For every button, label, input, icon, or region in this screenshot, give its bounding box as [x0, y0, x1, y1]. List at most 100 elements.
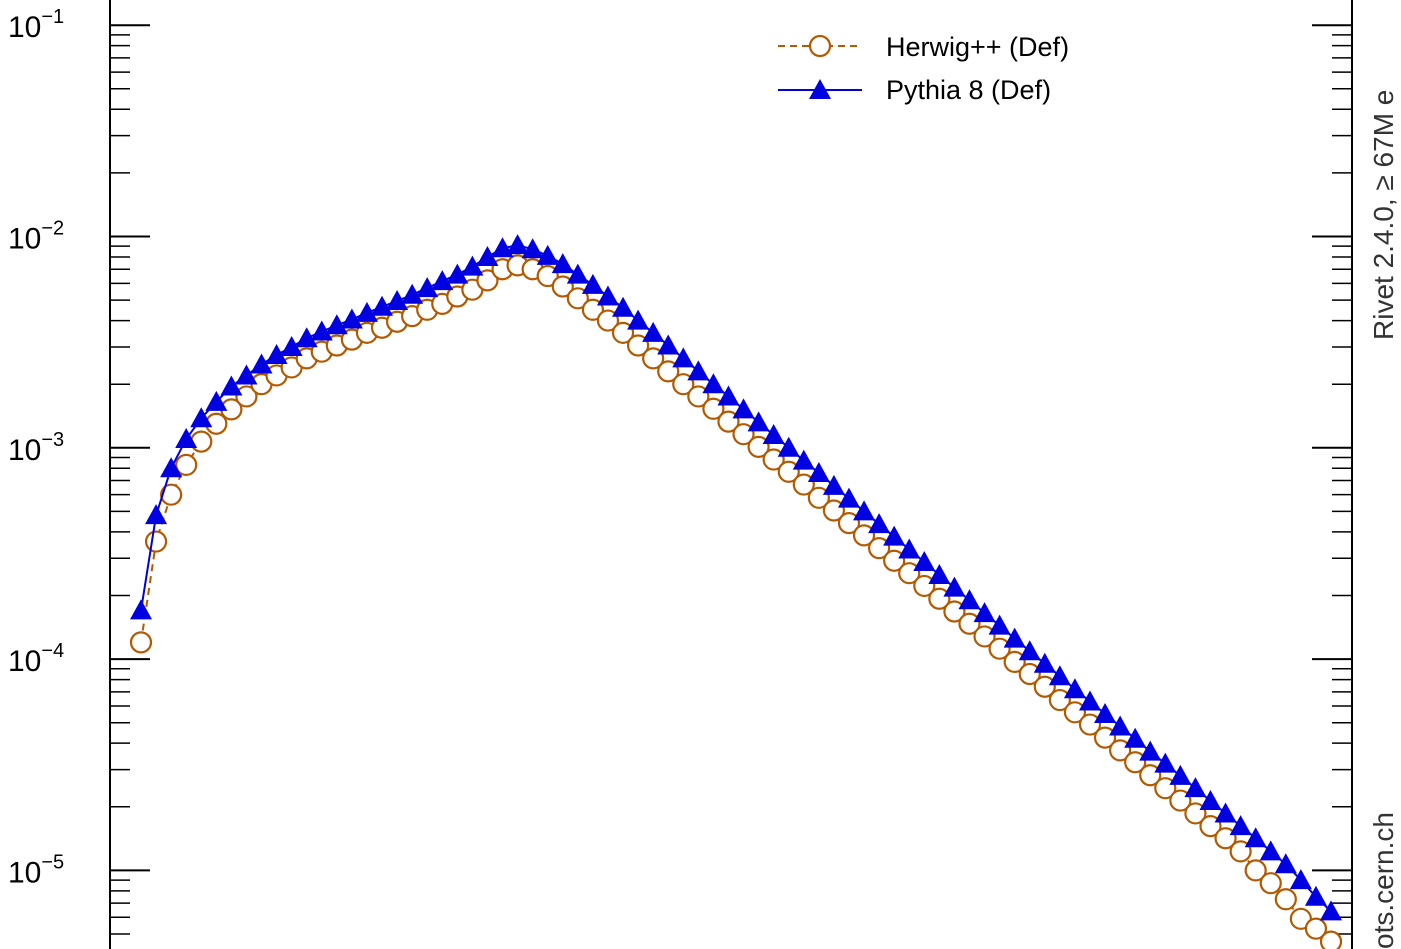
legend-pythia-label: Pythia 8 (Def)	[886, 75, 1051, 105]
series-0-point-62	[1063, 701, 1087, 724]
series-1-point-28	[551, 253, 574, 274]
series-0-point-43	[777, 460, 800, 483]
series-1-point-79	[1320, 900, 1342, 921]
series-1-point-42	[762, 423, 785, 444]
series-0-point-48	[852, 524, 876, 547]
series-0-point-57	[988, 637, 1011, 660]
series-1-point-25	[506, 234, 529, 255]
series-1-point-41	[747, 411, 770, 432]
y-tick-label-1: 10−2	[8, 218, 64, 256]
series-1-point-15	[355, 301, 378, 322]
series-0-point-44	[792, 473, 815, 496]
series-1-point-6	[220, 375, 243, 396]
y-tick-exponent-1: −2	[41, 218, 64, 240]
series-1-point-77	[1289, 869, 1312, 890]
series-0-point-32	[611, 321, 635, 344]
series-1-point-9	[265, 343, 288, 364]
series-0-point-56	[973, 625, 996, 648]
series-1-point-8	[250, 353, 273, 374]
series-1-point-72	[1214, 802, 1237, 823]
legend-herwig-label: Herwig++ (Def)	[886, 32, 1069, 62]
series-0-point-42	[762, 448, 785, 471]
rivet-version-text: Rivet 2.4.0, ≥ 67M e	[1368, 90, 1399, 340]
series-1-point-2	[160, 457, 183, 478]
series-1	[130, 234, 1342, 921]
series-1-point-64	[1094, 702, 1117, 723]
series-1-point-32	[612, 296, 635, 317]
series-1-point-43	[777, 436, 800, 457]
series-1-point-35	[657, 334, 680, 355]
series-1-point-50	[883, 525, 906, 546]
series-0-point-41	[747, 435, 770, 458]
series-1-point-46	[822, 474, 845, 495]
series-1-point-73	[1229, 815, 1252, 836]
y-axis-tick-labels: 10−1 10−2 10−3 10−4 10−5	[8, 6, 64, 889]
series-0-point-60	[1033, 675, 1056, 698]
series-0-point-75	[1259, 872, 1282, 895]
series-1-point-53	[928, 564, 951, 585]
series-0-point-78	[1304, 917, 1328, 940]
series-0-point-39	[717, 410, 740, 433]
series-0-point-53	[928, 587, 951, 610]
series-1-point-30	[581, 273, 604, 294]
series-1-point-60	[1033, 652, 1056, 673]
series-1-point-56	[973, 602, 996, 623]
series-0-point-58	[1003, 650, 1026, 673]
series-1-point-48	[853, 500, 876, 521]
series-0	[129, 254, 1343, 949]
site-url-text: ots.cern.ch	[1368, 812, 1399, 949]
series-0-point-61	[1048, 688, 1071, 712]
series-0-point-50	[883, 549, 906, 572]
y-tick-exponent-4: −5	[41, 851, 64, 873]
series-0-line	[140, 264, 1332, 943]
series-1-point-38	[702, 373, 725, 394]
series-1-point-69	[1169, 764, 1192, 785]
series-0-point-2	[160, 483, 183, 506]
series-1-point-40	[732, 398, 755, 419]
series-1-point-39	[717, 385, 740, 406]
series-1-point-4	[190, 407, 213, 428]
series-0-point-55	[958, 612, 981, 635]
series-1-point-44	[792, 449, 815, 470]
series-0-point-76	[1274, 888, 1297, 911]
series-1-point-16	[371, 295, 394, 316]
series-0-point-51	[898, 562, 921, 585]
series-1-point-17	[386, 290, 409, 311]
series-1-point-62	[1063, 678, 1086, 699]
series-0-point-45	[807, 486, 830, 509]
series-1-point-7	[235, 364, 258, 385]
legend-entry-pythia: Pythia 8 (Def)	[778, 75, 1051, 105]
series-1-point-76	[1274, 853, 1297, 874]
series-1-point-67	[1139, 740, 1162, 761]
series-0-point-54	[943, 600, 966, 623]
series-1-point-29	[566, 263, 589, 284]
y-axis-ticks	[110, 24, 1352, 935]
legend-herwig-marker	[808, 34, 832, 58]
series-1-point-61	[1048, 665, 1071, 686]
series-1-point-51	[898, 538, 921, 559]
series-1-point-14	[340, 308, 363, 329]
legend-entry-herwig: Herwig++ (Def)	[778, 32, 1069, 62]
series-1-point-78	[1304, 885, 1327, 906]
series-1-point-21	[446, 263, 469, 284]
series-1-point-54	[943, 576, 966, 597]
series-1-point-37	[687, 360, 710, 381]
series-1-point-0	[130, 599, 152, 620]
series-layer	[129, 234, 1343, 949]
series-1-point-58	[1003, 627, 1026, 648]
series-1-point-75	[1259, 840, 1282, 861]
series-1-point-20	[431, 270, 454, 291]
series-0-point-7	[235, 385, 258, 408]
series-1-point-27	[536, 244, 559, 265]
y-tick-exponent-0: −1	[41, 6, 64, 28]
series-0-point-49	[868, 537, 891, 560]
series-0-point-27	[536, 264, 559, 288]
series-1-point-59	[1018, 640, 1041, 661]
series-1-point-34	[642, 321, 665, 342]
series-0-point-0	[129, 631, 153, 654]
series-1-point-55	[958, 589, 981, 610]
series-1-point-1	[145, 504, 168, 525]
series-0-point-74	[1244, 859, 1267, 882]
series-1-point-10	[280, 335, 303, 356]
